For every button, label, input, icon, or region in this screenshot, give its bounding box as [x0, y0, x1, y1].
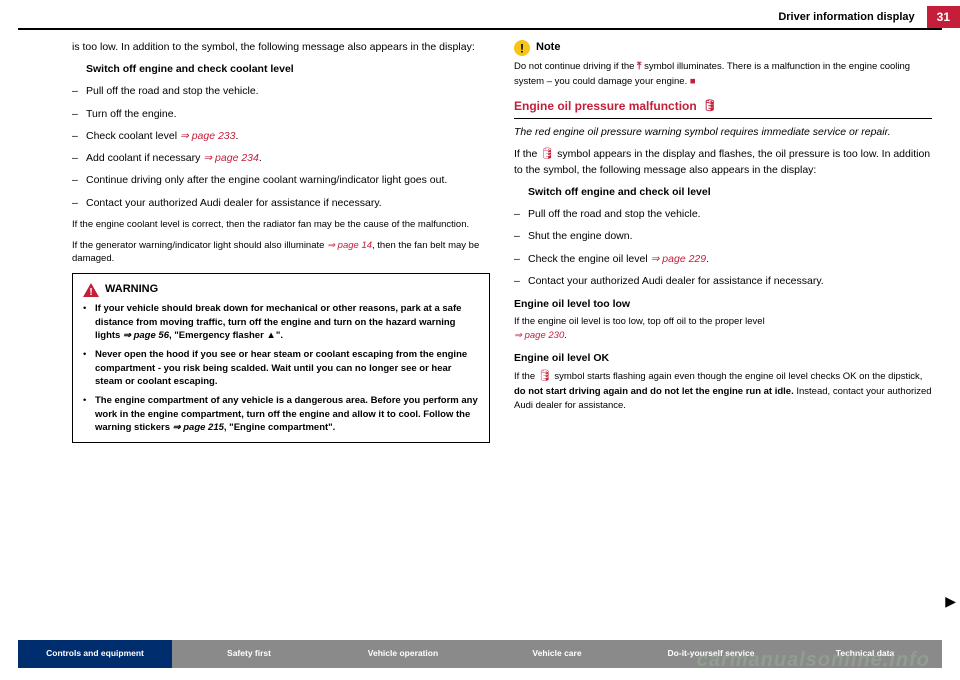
section-subtitle: The red engine oil pressure warning symb…: [514, 125, 932, 140]
subheading-low: Engine oil level too low: [514, 297, 932, 312]
page-header: Driver information display 31: [778, 6, 960, 28]
oil-para: If the 🛢 symbol appears in the display a…: [514, 147, 932, 178]
sub1-text: If the engine oil level is too low, top …: [514, 315, 932, 343]
tab-care[interactable]: Vehicle care: [480, 640, 634, 668]
step-item: –Check the engine oil level page 229.: [514, 252, 932, 267]
step-item: –Contact your authorized Audi dealer for…: [514, 274, 932, 289]
step-item: –Check coolant level page 233.: [72, 129, 490, 144]
small-note-2: If the generator warning/indicator light…: [72, 239, 490, 267]
right-column: ! Note Do not continue driving if the ⤒ …: [514, 40, 942, 630]
warning-heading: ! WARNING: [83, 282, 479, 297]
step-item: –Contact your authorized Audi dealer for…: [72, 196, 490, 211]
step-item: –Add coolant if necessary page 234.: [72, 151, 490, 166]
warning-triangle-icon: !: [83, 283, 99, 297]
note-text: Do not continue driving if the ⤒ symbol …: [514, 60, 932, 88]
svg-text:!: !: [89, 287, 92, 297]
oil-para-bold: Switch off engine and check oil level: [514, 185, 932, 200]
subheading-ok: Engine oil level OK: [514, 351, 932, 366]
step-item: –Pull off the road and stop the vehicle.: [72, 84, 490, 99]
watermark: carmanualsonline.info: [697, 649, 930, 672]
step-item: –Shut the engine down.: [514, 229, 932, 244]
tab-operation[interactable]: Vehicle operation: [326, 640, 480, 668]
note-heading: ! Note: [514, 40, 932, 56]
warning-item: • Never open the hood if you see or hear…: [83, 348, 479, 388]
left-column: is too low. In addition to the symbol, t…: [18, 40, 490, 630]
top-rule: [18, 28, 942, 30]
svg-text:!: !: [520, 42, 524, 56]
step-item: –Continue driving only after the engine …: [72, 173, 490, 188]
warning-item: • The engine compartment of any vehicle …: [83, 394, 479, 434]
step-item: –Pull off the road and stop the vehicle.: [514, 207, 932, 222]
oil-can-icon: 🛢: [540, 148, 554, 160]
step-item: –Turn off the engine.: [72, 107, 490, 122]
left-intro-bold: Switch off engine and check coolant leve…: [72, 62, 490, 77]
section-heading: Engine oil pressure malfunction 🛢: [514, 98, 932, 115]
tab-safety[interactable]: Safety first: [172, 640, 326, 668]
header-title: Driver information display: [778, 11, 926, 23]
content: is too low. In addition to the symbol, t…: [18, 40, 942, 630]
sub2-text: If the 🛢 symbol starts flashing again ev…: [514, 369, 932, 412]
page-number: 31: [927, 6, 960, 28]
divider: [514, 118, 932, 119]
small-note-1: If the engine coolant level is correct, …: [72, 218, 490, 232]
continue-arrow-icon: ▶: [945, 593, 956, 610]
tab-controls[interactable]: Controls and equipment: [18, 640, 172, 668]
warning-box: ! WARNING • If your vehicle should break…: [72, 273, 490, 443]
warning-item: • If your vehicle should break down for …: [83, 302, 479, 342]
note-circle-icon: !: [514, 40, 530, 56]
oil-can-icon: 🛢: [538, 370, 552, 382]
left-intro: is too low. In addition to the symbol, t…: [72, 40, 490, 55]
oil-can-icon: 🛢: [703, 99, 717, 115]
